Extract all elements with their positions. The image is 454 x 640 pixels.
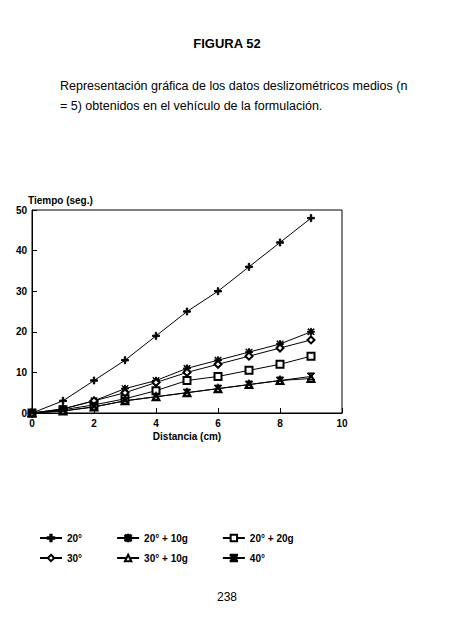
svg-text:10: 10	[16, 367, 28, 378]
svg-text:2: 2	[91, 418, 97, 429]
svg-text:Distancia (cm): Distancia (cm)	[153, 431, 221, 442]
svg-text:20° + 20g: 20° + 20g	[250, 533, 294, 544]
svg-text:40°: 40°	[250, 553, 265, 564]
html-text:238: 238	[217, 590, 237, 604]
svg-text:0: 0	[21, 408, 27, 419]
svg-text:30° + 10g: 30° + 10g	[144, 553, 188, 564]
svg-text:0: 0	[29, 418, 35, 429]
svg-text:50: 50	[16, 205, 28, 216]
svg-text:10: 10	[336, 418, 348, 429]
svg-text:40: 40	[16, 245, 28, 256]
svg-text:Tiempo (seg.): Tiempo (seg.)	[28, 195, 93, 206]
svg-text:20°: 20°	[67, 533, 82, 544]
svg-text:20: 20	[16, 326, 28, 337]
svg-text:4: 4	[153, 418, 159, 429]
html-text:Representación gráfica de los: Representación gráfica de los datos desl…	[60, 79, 408, 113]
svg-text:8: 8	[277, 418, 283, 429]
html-text:FIGURA 52: FIGURA 52	[193, 36, 261, 51]
svg-text:30°: 30°	[67, 553, 82, 564]
svg-text:20° + 10g: 20° + 10g	[144, 533, 188, 544]
svg-text:6: 6	[215, 418, 221, 429]
svg-text:30: 30	[16, 286, 28, 297]
